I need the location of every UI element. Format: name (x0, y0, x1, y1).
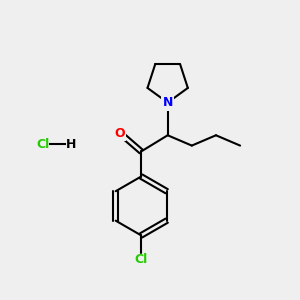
Text: Cl: Cl (36, 138, 49, 151)
Text: Cl: Cl (134, 253, 148, 266)
Text: O: O (114, 127, 125, 140)
Text: H: H (66, 138, 76, 151)
Text: N: N (163, 96, 173, 109)
